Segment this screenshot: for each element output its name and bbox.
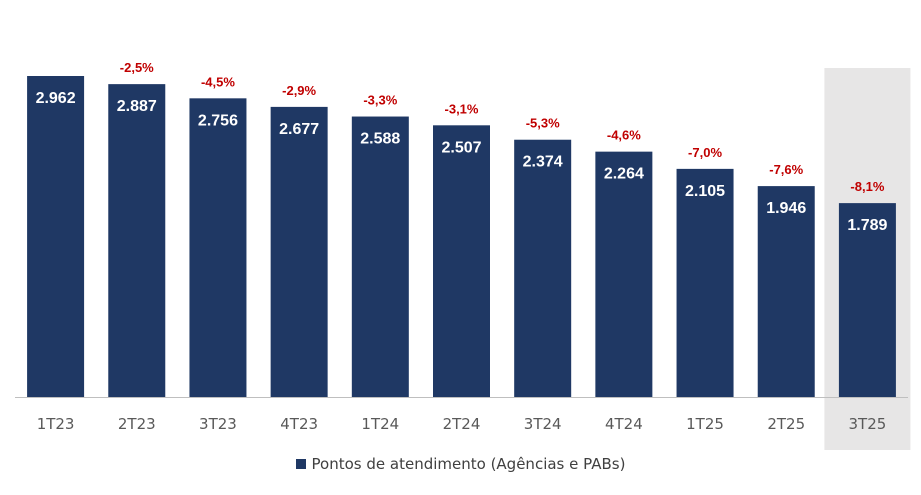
data-label-1t23: 2.962	[36, 90, 76, 107]
x-tick-label-4t23: 4T23	[280, 415, 318, 433]
bar-3t24	[514, 139, 572, 398]
bar-2t23	[108, 84, 166, 397]
x-tick-label-1t24: 1T24	[361, 415, 399, 433]
data-label-3t23: 2.756	[198, 112, 238, 129]
data-label-2t24: 2.507	[441, 139, 481, 156]
x-tick-label-4t24: 4T24	[605, 415, 643, 433]
x-tick-label-2t25: 2T25	[767, 415, 805, 433]
variation-label-4t24: -4,6%	[607, 128, 641, 143]
data-label-3t25: 1.789	[847, 217, 887, 234]
variation-label-4t23: -2,9%	[282, 83, 316, 98]
variation-label-1t24: -3,3%	[363, 93, 397, 108]
x-tick-label-3t25: 3T25	[849, 415, 887, 433]
bar-4t23	[270, 106, 328, 397]
x-tick-label-2t23: 2T23	[118, 415, 156, 433]
x-tick-label-1t25: 1T25	[686, 415, 724, 433]
x-tick-label-2t24: 2T24	[443, 415, 481, 433]
data-label-1t25: 2.105	[685, 183, 725, 200]
legend-swatch	[295, 459, 306, 469]
data-label-2t25: 1.946	[766, 200, 806, 217]
data-label-1t24: 2.588	[360, 131, 400, 148]
bar-3t23	[189, 98, 247, 398]
x-tick-label-3t24: 3T24	[524, 415, 562, 433]
bar-3t25	[838, 203, 896, 397]
variation-label-2t24: -3,1%	[445, 101, 479, 116]
bar-1t25	[676, 168, 734, 397]
legend: Pontos de atendimento (Agências e PABs)	[0, 455, 921, 473]
data-label-3t24: 2.374	[523, 154, 563, 171]
variation-label-3t23: -4,5%	[201, 74, 235, 89]
bar-1t23	[27, 76, 85, 397]
variation-label-3t25: -8,1%	[850, 179, 884, 194]
data-label-4t24: 2.264	[604, 166, 644, 183]
x-tick-label-3t23: 3T23	[199, 415, 237, 433]
bar-2t24	[433, 125, 490, 398]
variation-label-3t24: -5,3%	[526, 116, 560, 131]
bar-chart: 2.962 1T23 2.887 -2,5% 2T23 2.756 -4,5% 3T23 2.6…	[15, 60, 911, 450]
variation-label-1t25: -7,0%	[688, 145, 722, 160]
variation-label-2t25: -7,6%	[769, 162, 803, 177]
x-tick-label-1t23: 1T23	[37, 415, 75, 433]
data-label-2t23: 2.887	[117, 98, 157, 115]
bar-2t25	[757, 186, 815, 397]
data-label-4t23: 2.677	[279, 121, 319, 138]
bar-1t24	[351, 116, 409, 397]
variation-label-2t23: -2,5%	[120, 60, 154, 75]
bar-4t24	[595, 151, 653, 397]
legend-label: Pontos de atendimento (Agências e PABs)	[311, 455, 626, 473]
